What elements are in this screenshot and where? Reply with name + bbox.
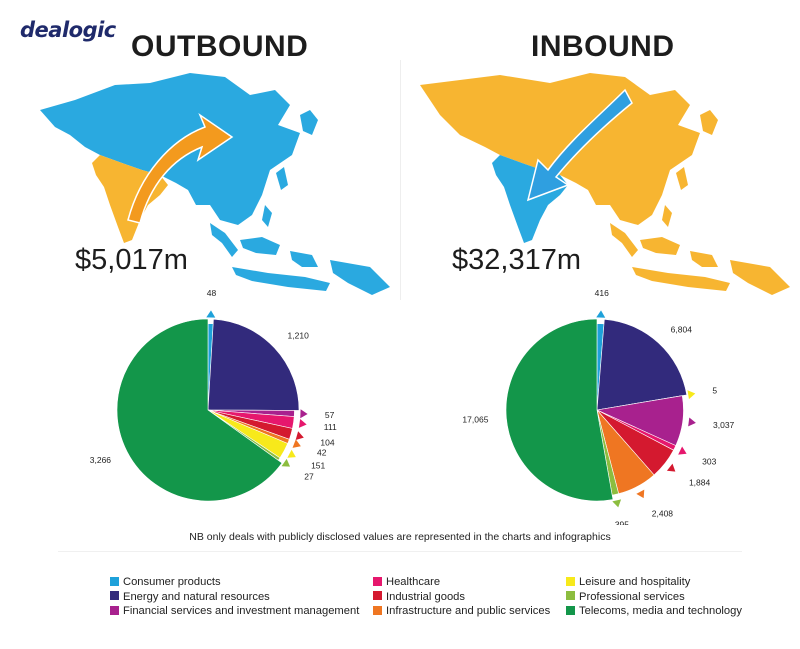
legend-swatch: [373, 576, 382, 586]
legend-item-infrastructure-and-public-services: Infrastructure and public services: [373, 605, 550, 619]
pie-label-inbound-healthcare: 303: [702, 456, 716, 466]
pie-label-inbound-financial-services-and-investment-management: 3,037: [713, 420, 735, 430]
pie-label-outbound-healthcare: 111: [324, 422, 337, 432]
disclosure-note: NB only deals with publicly disclosed va…: [189, 531, 611, 543]
pie-label-outbound-consumer-products: 48: [207, 290, 217, 298]
legend-swatch: [110, 591, 119, 600]
column-divider: [400, 60, 401, 300]
legend-label: Financial services and investment manage…: [123, 605, 360, 617]
legend-swatch: [566, 591, 575, 600]
pie-label-outbound-infrastructure-and-public-services: 42: [317, 448, 327, 458]
legend-label: Healthcare: [386, 576, 441, 588]
pie-slice-inbound-telecoms-media-and-technology: [505, 318, 614, 502]
pie-label-outbound-financial-services-and-investment-management: 57: [325, 410, 335, 420]
pie-marker-outbound-industrial-goods: [295, 431, 304, 440]
legend-label: Consumer products: [123, 576, 221, 588]
pie-marker-inbound-industrial-goods: [666, 463, 676, 472]
legend: Consumer products Energy and natural reso…: [0, 576, 800, 640]
legend-swatch: [373, 605, 382, 615]
legend-item-consumer-products: Consumer products: [110, 576, 221, 590]
pie-marker-inbound-infrastructure-and-public-services: [636, 489, 645, 499]
legend-item-energy-and-natural-resources: Energy and natural resources: [110, 591, 270, 605]
asia-region: [420, 73, 790, 295]
pie-marker-outbound-consumer-products: [206, 310, 216, 318]
pie-marker-outbound-infrastructure-and-public-services: [292, 439, 301, 448]
pie-marker-outbound-healthcare: [298, 418, 307, 428]
pie-marker-inbound-professional-services: [612, 499, 622, 508]
legend-label: Energy and natural resources: [123, 590, 270, 603]
inbound-heading: INBOUND: [531, 30, 675, 63]
pie-slice-outbound-telecoms-media-and-technology: [116, 318, 283, 502]
pie-label-inbound-infrastructure-and-public-services: 2,408: [652, 508, 674, 518]
inbound-arrow: [526, 88, 633, 202]
pie-label-inbound-consumer-products: 416: [595, 290, 609, 298]
pie-marker-inbound-healthcare: [678, 446, 687, 455]
pie-marker-inbound-financial-services-and-investment-management: [688, 417, 696, 427]
pie-marker-inbound-leisure-and-hospitality: [687, 390, 696, 400]
pie-label-outbound-energy-and-natural-resources: 1,210: [288, 330, 310, 340]
legend-item-leisure-and-hospitality: Leisure and hospitality: [566, 576, 690, 590]
legend-item-healthcare: Healthcare: [373, 576, 440, 590]
legend-divider: [58, 551, 742, 552]
legend-swatch: [110, 576, 119, 586]
pie-label-outbound-telecoms-media-and-technology: 3,266: [90, 455, 112, 465]
inbound-total: $32,317m: [452, 244, 581, 276]
outbound-map: [40, 73, 390, 295]
legend-item-industrial-goods: Industrial goods: [373, 591, 465, 605]
legend-label: Professional services: [579, 590, 685, 603]
pie-label-inbound-leisure-and-hospitality: 5: [712, 386, 717, 396]
pie-label-outbound-leisure-and-hospitality: 151: [311, 460, 325, 470]
legend-label: Infrastructure and public services: [386, 605, 551, 617]
pie-slice-inbound-energy-and-natural-resources: [596, 318, 688, 411]
pie-marker-inbound-consumer-products: [596, 310, 606, 318]
pie-marker-outbound-leisure-and-hospitality: [287, 449, 296, 458]
legend-label: Leisure and hospitality: [579, 576, 691, 588]
pie-label-outbound-professional-services: 27: [304, 471, 314, 481]
pie-label-inbound-energy-and-natural-resources: 6,804: [671, 325, 693, 335]
legend-swatch: [110, 605, 119, 615]
pie-slice-outbound-energy-and-natural-resources: [207, 318, 300, 411]
pie-marker-outbound-professional-services: [281, 458, 291, 467]
pie-label-inbound-telecoms-media-and-technology: 17,065: [462, 415, 488, 425]
legend-item-financial-services-and-investment-management: Financial services and investment manage…: [110, 605, 359, 619]
legend-label: Telecoms, media and technology: [579, 605, 742, 617]
legend-item-professional-services: Professional services: [566, 591, 685, 605]
legend-swatch: [373, 591, 382, 600]
pie-label-inbound-professional-services: 395: [615, 519, 629, 525]
pie-label-outbound-industrial-goods: 104: [320, 437, 334, 447]
pie-marker-outbound-financial-services-and-investment-management: [300, 409, 308, 419]
outbound-arrow: [127, 112, 234, 224]
outbound-total: $5,017m: [75, 244, 188, 276]
legend-swatch: [566, 576, 575, 586]
legend-swatch: [566, 605, 575, 615]
outbound-heading: OUTBOUND: [131, 30, 309, 63]
inbound-map: [420, 73, 790, 295]
legend-label: Industrial goods: [386, 590, 465, 603]
dealogic-logo: dealogic: [20, 18, 116, 42]
pie-label-inbound-industrial-goods: 1,884: [689, 477, 711, 487]
legend-item-telecoms-media-and-technology: Telecoms, media and technology: [566, 605, 742, 619]
